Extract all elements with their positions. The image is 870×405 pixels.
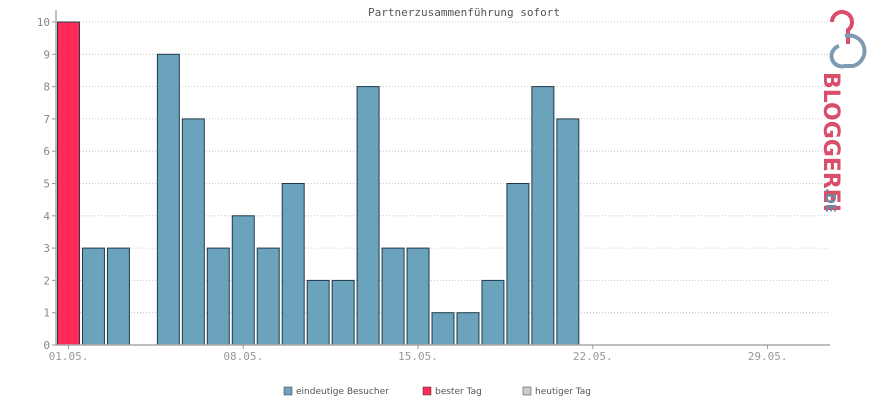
bar-day-21	[556, 118, 580, 346]
bar-day-6	[181, 118, 205, 346]
bar-day-2	[81, 247, 105, 346]
bar-day-18	[481, 279, 505, 346]
bar-day-19	[506, 183, 530, 346]
y-tick-label-4: 4	[43, 210, 50, 223]
bar-day-9	[256, 247, 280, 346]
bar-day-17	[456, 312, 480, 346]
bloggerei-logo: BLOGGEREI .DE	[818, 10, 867, 213]
legend: eindeutige Besucher bester Tag heutiger …	[283, 386, 591, 397]
y-tick-label-7: 7	[43, 113, 50, 126]
bar-day-3	[106, 247, 130, 346]
bar-best-day	[57, 21, 80, 346]
y-tick-label-6: 6	[43, 145, 50, 158]
y-tick-label-2: 2	[43, 274, 50, 287]
legend-label-best-day: bester Tag	[435, 387, 482, 397]
logo-text-main: BLOGGEREI	[818, 72, 843, 212]
bars	[57, 21, 580, 346]
bar-day-20	[531, 86, 555, 346]
bar-day-15	[406, 247, 430, 346]
y-tick-label-1: 1	[43, 307, 50, 320]
logo-icon-left	[830, 10, 854, 44]
y-tick-label-10: 10	[37, 16, 50, 29]
legend-swatch-best-day	[422, 386, 432, 396]
bar-day-5	[156, 53, 180, 346]
legend-swatch-today	[522, 386, 532, 396]
x-tick-labels: 01.05. 08.05. 15.05. 22.05. 29.05.	[49, 345, 788, 363]
bar-day-14	[381, 247, 405, 346]
bar-day-13	[356, 86, 380, 346]
chart-title: Partnerzusammenführung sofort	[368, 6, 560, 19]
bar-day-10	[281, 183, 305, 346]
axes	[55, 10, 830, 346]
y-tick-label-9: 9	[43, 48, 50, 61]
y-tick-label-0: 0	[43, 339, 50, 352]
x-tick-label-29: 29.05.	[748, 350, 788, 363]
y-tick-label-8: 8	[43, 81, 50, 94]
y-tick-labels: 0 1 2 3 4 5 6 7 8 9 10	[37, 16, 51, 352]
y-tick-label-5: 5	[43, 178, 50, 191]
x-tick-label-15: 15.05.	[398, 350, 438, 363]
legend-label-visitors: eindeutige Besucher	[296, 387, 389, 397]
bar-day-11	[306, 279, 330, 346]
logo-icon-right	[829, 33, 867, 69]
bar-day-8	[231, 215, 255, 346]
bar-day-12	[331, 279, 355, 346]
bar-day-7	[206, 247, 230, 346]
x-tick-label-1: 01.05.	[49, 350, 89, 363]
legend-label-today: heutiger Tag	[535, 387, 591, 397]
legend-swatch-visitors	[283, 386, 293, 396]
logo-text-tld: .DE	[822, 188, 837, 213]
x-tick-label-8: 08.05.	[223, 350, 263, 363]
x-tick-label-22: 22.05.	[573, 350, 613, 363]
bar-day-16	[431, 312, 455, 346]
y-tick-label-3: 3	[43, 242, 50, 255]
